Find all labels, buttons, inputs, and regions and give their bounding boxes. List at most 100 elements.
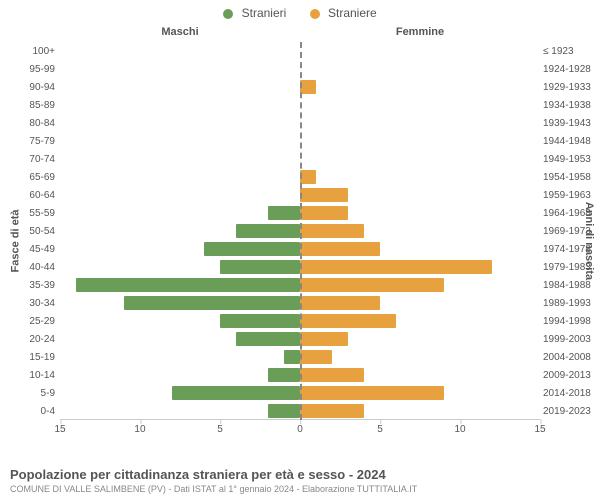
year-label: 2014-2018 xyxy=(543,388,598,399)
year-label: 1994-1998 xyxy=(543,316,598,327)
female-half xyxy=(300,222,540,240)
male-half xyxy=(60,276,300,294)
year-label: 1989-1993 xyxy=(543,298,598,309)
age-label: 75-79 xyxy=(5,136,55,147)
female-half xyxy=(300,42,540,60)
year-label: 1969-1973 xyxy=(543,226,598,237)
female-half xyxy=(300,186,540,204)
male-half xyxy=(60,402,300,420)
male-bar xyxy=(236,332,300,346)
male-half xyxy=(60,222,300,240)
male-bar xyxy=(204,242,300,256)
female-bar xyxy=(300,314,396,328)
female-half xyxy=(300,276,540,294)
male-half xyxy=(60,168,300,186)
age-label: 15-19 xyxy=(5,352,55,363)
female-half xyxy=(300,258,540,276)
male-half xyxy=(60,366,300,384)
female-bar xyxy=(300,404,364,418)
age-label: 30-34 xyxy=(5,298,55,309)
male-bar xyxy=(76,278,300,292)
female-bar xyxy=(300,188,348,202)
x-tick: 5 xyxy=(377,424,383,435)
age-label: 25-29 xyxy=(5,316,55,327)
female-half xyxy=(300,402,540,420)
male-half xyxy=(60,132,300,150)
female-half xyxy=(300,96,540,114)
male-half xyxy=(60,384,300,402)
age-label: 70-74 xyxy=(5,154,55,165)
age-label: 85-89 xyxy=(5,100,55,111)
age-label: 55-59 xyxy=(5,208,55,219)
legend-label-straniere: Straniere xyxy=(328,6,377,20)
female-half xyxy=(300,312,540,330)
female-bar xyxy=(300,206,348,220)
age-label: 0-4 xyxy=(5,406,55,417)
male-half xyxy=(60,96,300,114)
age-label: 40-44 xyxy=(5,262,55,273)
year-label: 1999-2003 xyxy=(543,334,598,345)
female-half xyxy=(300,168,540,186)
year-label: 1949-1953 xyxy=(543,154,598,165)
female-half xyxy=(300,132,540,150)
x-axis: 15105051015 xyxy=(60,419,540,440)
male-half xyxy=(60,294,300,312)
female-bar xyxy=(300,80,316,94)
x-tick: 0 xyxy=(297,424,303,435)
chart-subtitle: COMUNE DI VALLE SALIMBENE (PV) - Dati IS… xyxy=(10,484,590,494)
x-tick: 15 xyxy=(54,424,65,435)
female-bar xyxy=(300,368,364,382)
female-half xyxy=(300,204,540,222)
year-label: 1929-1933 xyxy=(543,82,598,93)
male-half xyxy=(60,312,300,330)
female-half xyxy=(300,384,540,402)
x-tick: 5 xyxy=(217,424,223,435)
male-half xyxy=(60,348,300,366)
female-half xyxy=(300,60,540,78)
male-half xyxy=(60,150,300,168)
chart-title: Popolazione per cittadinanza straniera p… xyxy=(10,467,590,482)
male-bar xyxy=(124,296,300,310)
legend-label-stranieri: Stranieri xyxy=(242,6,287,20)
male-bar xyxy=(172,386,300,400)
male-bar xyxy=(284,350,300,364)
male-half xyxy=(60,240,300,258)
female-half xyxy=(300,330,540,348)
age-label: 65-69 xyxy=(5,172,55,183)
female-half xyxy=(300,366,540,384)
year-label: 1944-1948 xyxy=(543,136,598,147)
female-bar xyxy=(300,242,380,256)
male-half xyxy=(60,204,300,222)
male-bar xyxy=(220,260,300,274)
year-label: 1964-1968 xyxy=(543,208,598,219)
male-bar xyxy=(268,368,300,382)
year-label: 1979-1983 xyxy=(543,262,598,273)
age-label: 45-49 xyxy=(5,244,55,255)
column-header-femmine: Femmine xyxy=(300,26,540,38)
legend: Stranieri Straniere xyxy=(0,6,600,20)
age-label: 50-54 xyxy=(5,226,55,237)
column-headers: Maschi Femmine xyxy=(60,26,540,42)
centerline xyxy=(300,42,302,420)
male-bar xyxy=(220,314,300,328)
female-half xyxy=(300,294,540,312)
male-bar xyxy=(268,206,300,220)
year-label: 1984-1988 xyxy=(543,280,598,291)
female-half xyxy=(300,150,540,168)
legend-swatch-straniere xyxy=(310,9,320,19)
legend-swatch-stranieri xyxy=(223,9,233,19)
male-half xyxy=(60,330,300,348)
year-label: 1954-1958 xyxy=(543,172,598,183)
age-label: 35-39 xyxy=(5,280,55,291)
year-label: 1959-1963 xyxy=(543,190,598,201)
age-label: 5-9 xyxy=(5,388,55,399)
male-bar xyxy=(268,404,300,418)
male-half xyxy=(60,60,300,78)
year-label: ≤ 1923 xyxy=(543,46,598,57)
female-bar xyxy=(300,224,364,238)
female-bar xyxy=(300,386,444,400)
year-label: 2019-2023 xyxy=(543,406,598,417)
x-tick: 15 xyxy=(534,424,545,435)
female-bar xyxy=(300,296,380,310)
year-label: 1934-1938 xyxy=(543,100,598,111)
